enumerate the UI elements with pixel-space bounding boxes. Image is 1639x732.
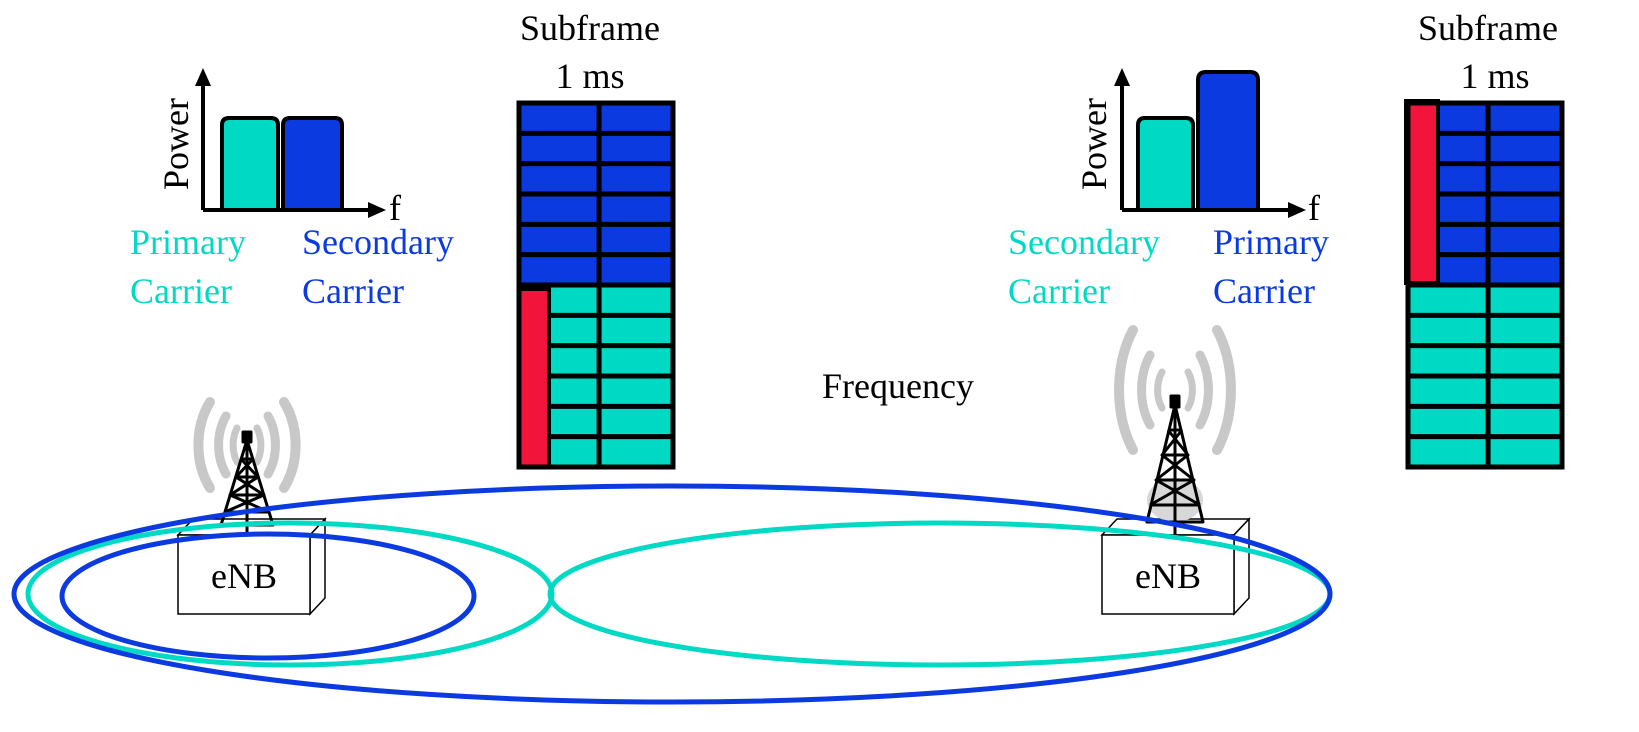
- right-frequency-axis-label: f: [1308, 188, 1320, 228]
- left-subframe-grid: Subframe 1 ms: [516, 8, 676, 470]
- left-power-axis-arrow: [195, 68, 211, 86]
- left-frequency-axis-arrow: [368, 202, 386, 218]
- right-primary-carrier-label: Primary: [1213, 222, 1329, 262]
- left-enb-label: eNB: [211, 556, 277, 596]
- right-frequency-axis-arrow: [1288, 202, 1306, 218]
- right-subframe-grid: Subframe 1 ms: [1404, 8, 1565, 470]
- coverage-areas: [11, 483, 1333, 705]
- right-radio-waves-icon: [1114, 325, 1236, 455]
- right-secondary-carrier-label: Secondary: [1008, 222, 1160, 262]
- right-power-axis-label: Power: [1074, 98, 1114, 190]
- left-secondary-carrier-label-line2: Carrier: [302, 271, 404, 311]
- right-spectrum-plot: Power f: [1074, 68, 1320, 228]
- left-frequency-axis-label: f: [389, 188, 401, 228]
- right-secondary-carrier-block: [1136, 116, 1195, 212]
- left-spectrum-plot: Power f: [156, 68, 401, 228]
- left-carrier-labels: Primary Carrier Secondary Carrier: [130, 222, 454, 311]
- frequency-label: Frequency: [822, 366, 974, 406]
- left-subframe-title: Subframe: [520, 8, 660, 48]
- right-secondary-carrier-label-line2: Carrier: [1008, 271, 1110, 311]
- left-radio-waves-icon: [193, 397, 301, 493]
- primary-coverage-large: [11, 483, 1333, 705]
- left-primary-carrier-block: [220, 116, 280, 212]
- right-carrier-labels: Secondary Carrier Primary Carrier: [1008, 222, 1329, 311]
- right-enb-label: eNB: [1135, 556, 1201, 596]
- right-subframe-title: Subframe: [1418, 8, 1558, 48]
- left-secondary-carrier-label: Secondary: [302, 222, 454, 262]
- left-primary-carrier-label: Primary: [130, 222, 246, 262]
- left-enb-box: eNB: [176, 517, 327, 616]
- right-subframe-border: [1405, 100, 1565, 470]
- left-primary-carrier-label-line2: Carrier: [130, 271, 232, 311]
- left-subframe-control-region: [517, 287, 551, 469]
- left-power-axis-label: Power: [156, 98, 196, 190]
- left-subframe-border: [516, 100, 676, 470]
- left-subframe-duration: 1 ms: [555, 56, 624, 96]
- right-primary-carrier-block: [1196, 70, 1260, 212]
- left-secondary-carrier-block: [281, 116, 344, 212]
- primary-coverage-left-small: [59, 531, 477, 661]
- right-cell-tower-icon: [1145, 394, 1205, 535]
- right-power-axis-arrow: [1114, 68, 1130, 86]
- right-primary-carrier-label-line2: Carrier: [1213, 271, 1315, 311]
- right-subframe-duration: 1 ms: [1460, 56, 1529, 96]
- left-subframe-grid-lines: [519, 103, 673, 467]
- right-subframe-control-region: [1404, 99, 1440, 285]
